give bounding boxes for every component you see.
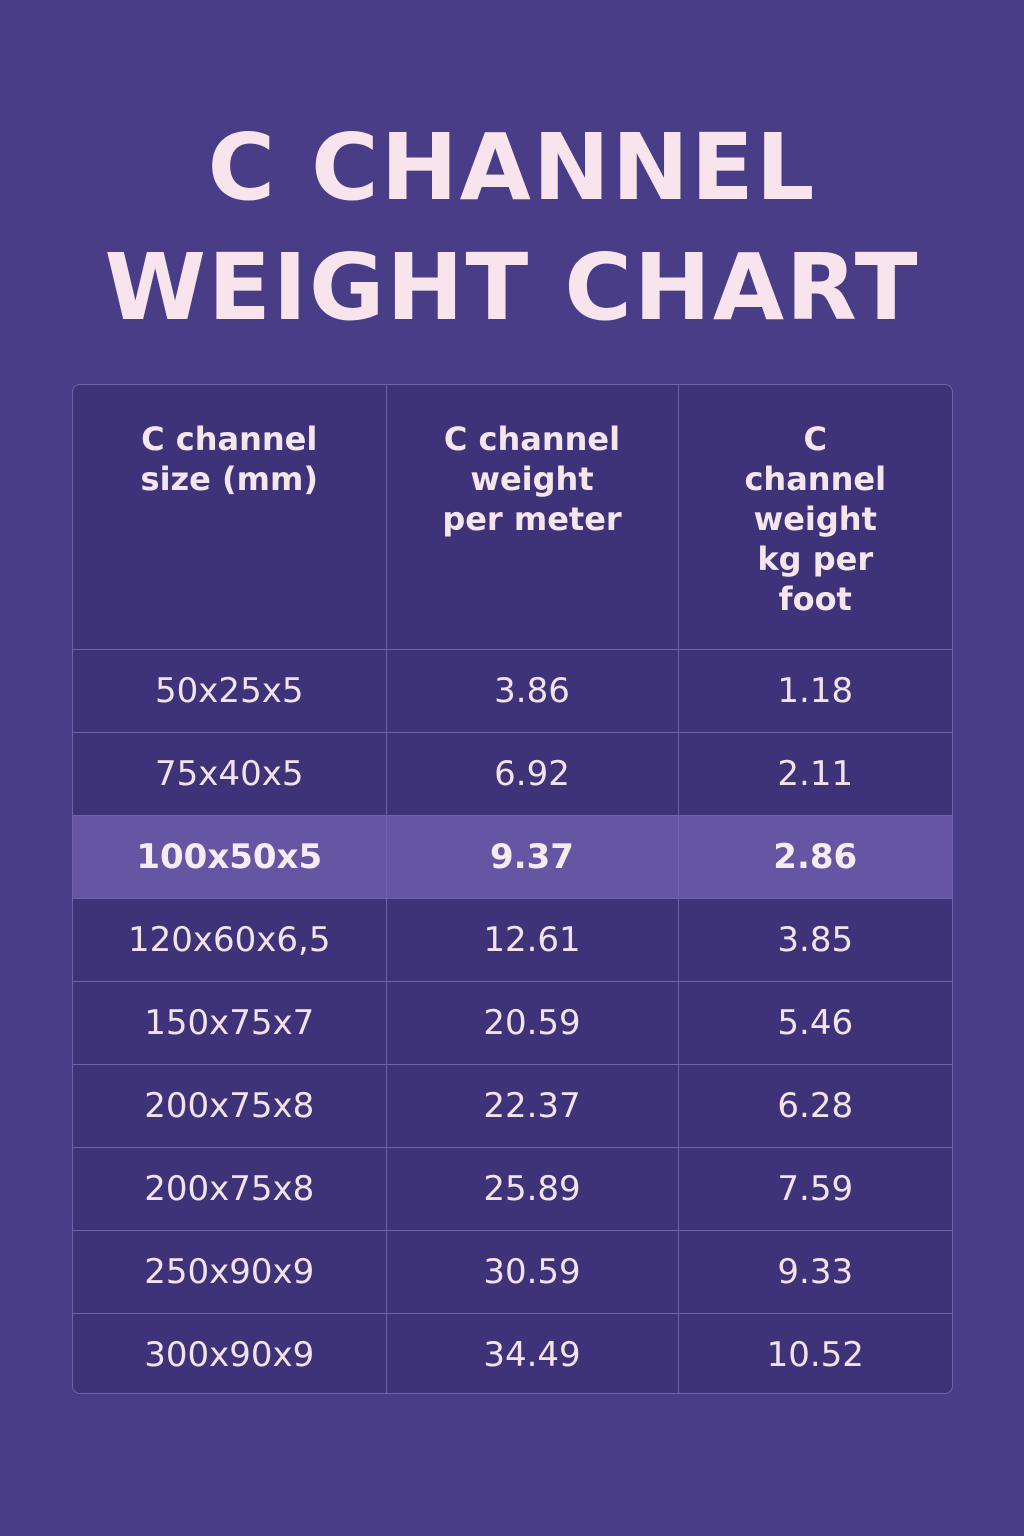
table-row: 200x75x8 25.89 7.59 (73, 1147, 952, 1231)
table-row: 200x75x8 22.37 6.28 (73, 1064, 952, 1148)
cell-per-meter: 34.49 (386, 1313, 679, 1393)
cell-per-meter: 6.92 (386, 732, 679, 816)
table-row: 50x25x5 3.86 1.18 (73, 649, 952, 733)
header-weight-per-foot: C channel weight kg per foot (678, 385, 952, 650)
weight-table: C channel size (mm) C channel weight per… (73, 385, 952, 1393)
header-size: C channel size (mm) (73, 385, 387, 650)
cell-per-meter: 20.59 (386, 981, 679, 1065)
cell-per-meter: 25.89 (386, 1147, 679, 1231)
table-body: 50x25x5 3.86 1.18 75x40x5 6.92 2.11 100x50x5 9.… (73, 649, 952, 1393)
cell-per-foot: 7.59 (678, 1147, 952, 1231)
cell-size: 150x75x7 (73, 981, 387, 1065)
cell-per-foot: 5.46 (678, 981, 952, 1065)
table-row: 100x50x5 9.37 2.86 (73, 815, 952, 899)
cell-per-foot: 3.85 (678, 898, 952, 982)
cell-per-meter: 12.61 (386, 898, 679, 982)
table-row: 120x60x6,5 12.61 3.85 (73, 898, 952, 982)
cell-per-foot: 2.11 (678, 732, 952, 816)
cell-size: 50x25x5 (73, 649, 387, 733)
cell-size: 75x40x5 (73, 732, 387, 816)
cell-size: 250x90x9 (73, 1230, 387, 1314)
weight-table-container: C channel size (mm) C channel weight per… (72, 384, 953, 1394)
title-line-2: WEIGHT CHART (104, 234, 920, 341)
cell-per-foot: 6.28 (678, 1064, 952, 1148)
cell-size: 100x50x5 (73, 815, 387, 899)
cell-size: 300x90x9 (73, 1313, 387, 1393)
header-weight-per-foot-label: C channel weight kg per foot (744, 420, 887, 618)
cell-size: 120x60x6,5 (73, 898, 387, 982)
header-weight-per-meter: C channel weight per meter (386, 385, 679, 650)
header-size-label: C channel size (mm) (140, 420, 318, 498)
cell-per-foot: 2.86 (678, 815, 952, 899)
cell-per-foot: 9.33 (678, 1230, 952, 1314)
table-row: 150x75x7 20.59 5.46 (73, 981, 952, 1065)
cell-per-meter: 30.59 (386, 1230, 679, 1314)
table-row: 75x40x5 6.92 2.11 (73, 732, 952, 816)
table-row: 250x90x9 30.59 9.33 (73, 1230, 952, 1314)
cell-per-foot: 1.18 (678, 649, 952, 733)
cell-per-meter: 3.86 (386, 649, 679, 733)
cell-size: 200x75x8 (73, 1147, 387, 1231)
cell-per-foot: 10.52 (766, 1334, 864, 1375)
cell-per-meter: 9.37 (386, 815, 679, 899)
cell-size: 200x75x8 (73, 1064, 387, 1148)
page-title: C CHANNEL WEIGHT CHART (0, 108, 1024, 348)
table-row: 300x90x9 34.49 10.52 (73, 1313, 952, 1393)
cell-per-meter: 22.37 (386, 1064, 679, 1148)
title-line-1: C CHANNEL (207, 114, 817, 221)
table-header-row: C channel size (mm) C channel weight per… (73, 385, 952, 650)
header-weight-per-meter-label: C channel weight per meter (442, 420, 622, 538)
